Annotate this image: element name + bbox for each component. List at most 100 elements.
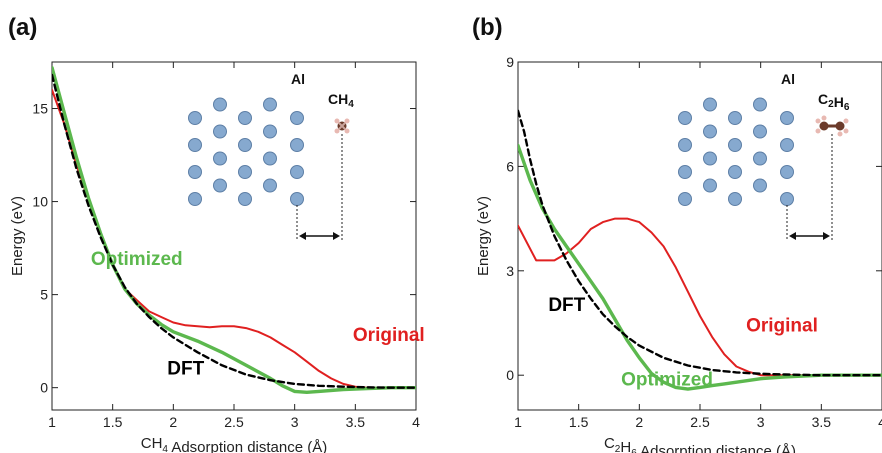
series-line-dft: [518, 109, 882, 377]
hydrogen-atom: [837, 131, 843, 137]
molecule-label: C2H6: [818, 91, 850, 113]
adsorption-inset: Al C2H6: [678, 71, 850, 240]
molecule-part: C: [818, 91, 828, 107]
al-atom: [188, 111, 202, 125]
series-line-dft: [52, 73, 416, 389]
al-atom: [703, 124, 717, 139]
y-axis-title: Energy (eV): [9, 196, 26, 276]
al-atom: [780, 111, 794, 125]
al-atom: [213, 124, 227, 139]
al-atom: [728, 192, 742, 206]
hydrogen-atom: [334, 118, 340, 124]
carbon-atom: [835, 121, 845, 131]
x-tick-label: 1.5: [103, 414, 123, 430]
x-tick-label: 2.5: [224, 414, 244, 430]
molecule-part: H: [834, 94, 844, 110]
hydrogen-atom: [815, 118, 821, 124]
al-atom: [780, 192, 794, 206]
y-tick-label: 15: [32, 101, 48, 117]
x-tick-label: 3: [291, 414, 299, 430]
x-axis-title-subscript: 6: [631, 448, 637, 453]
al-atom: [238, 111, 252, 125]
x-axis-title: C2H6 Adsorption distance (Å): [604, 435, 796, 453]
series-label-dft: DFT: [548, 295, 585, 316]
molecule-subscript: 2: [828, 99, 834, 110]
series-line-optimized: [518, 143, 882, 391]
series-label-original: Original: [746, 316, 818, 337]
hydrogen-atom: [815, 128, 821, 134]
x-axis-title-subscript: 2: [615, 444, 621, 453]
x-tick-label: 3: [757, 414, 765, 430]
series-label-original: Original: [353, 325, 425, 346]
al-atom: [263, 151, 277, 166]
al-atom: [188, 192, 202, 206]
series-line-optimized: [52, 65, 416, 394]
x-tick-label: 3.5: [346, 414, 366, 430]
al-atom: [753, 178, 767, 193]
al-atom: [678, 138, 692, 152]
series-label-dft: DFT: [167, 359, 204, 380]
x-tick-label: 1: [48, 414, 56, 430]
molecule-subscript: 4: [348, 99, 354, 110]
al-atom: [728, 111, 742, 125]
al-atom: [263, 97, 277, 112]
chart-panel-b: (b)11.522.533.540369C2H6 Adsorption dist…: [472, 14, 882, 453]
series-label-optimized: Optimized: [91, 249, 183, 270]
al-atom: [753, 151, 767, 166]
al-atom: [263, 124, 277, 139]
distance-arrowhead: [299, 232, 306, 240]
al-atom: [290, 165, 304, 179]
distance-arrowhead: [823, 232, 830, 240]
hydrogen-atom: [843, 128, 849, 134]
adsorption-inset: Al CH4: [188, 71, 354, 240]
al-atom: [290, 111, 304, 125]
hydrogen-atom: [821, 115, 827, 121]
x-axis-title-part: C: [604, 435, 615, 452]
al-atom: [188, 165, 202, 179]
metal-label: Al: [291, 71, 305, 87]
distance-arrowhead: [333, 232, 340, 240]
al-atom: [263, 178, 277, 193]
al-atom: [703, 97, 717, 112]
hydrogen-atom: [344, 128, 350, 134]
hydrogen-atom: [344, 118, 350, 124]
al-atom: [678, 192, 692, 206]
al-atom: [213, 151, 227, 166]
y-tick-label: 3: [506, 263, 514, 279]
al-atom: [678, 111, 692, 125]
al-atom: [290, 192, 304, 206]
x-tick-label: 2.5: [690, 414, 710, 430]
al-atom: [238, 138, 252, 152]
x-axis-title-subscript: 4: [162, 444, 168, 453]
x-axis-title-part: H: [620, 439, 631, 453]
al-atom: [213, 178, 227, 193]
y-axis-title: Energy (eV): [475, 196, 492, 276]
distance-arrowhead: [789, 232, 796, 240]
series-label-optimized: Optimized: [621, 370, 713, 391]
x-axis-title-part: Adsorption distance (Å): [168, 439, 327, 453]
al-atom: [780, 138, 794, 152]
hydrogen-atom: [334, 128, 340, 134]
y-tick-label: 10: [32, 194, 48, 210]
al-atom: [213, 97, 227, 112]
x-tick-label: 1.5: [569, 414, 589, 430]
y-tick-label: 5: [40, 287, 48, 303]
panel-label: (b): [472, 14, 503, 41]
y-tick-label: 0: [40, 380, 48, 396]
al-atom: [753, 124, 767, 139]
al-atom: [703, 151, 717, 166]
carbon-atom: [819, 121, 829, 131]
x-axis-title-part: Adsorption distance (Å): [637, 443, 796, 453]
series-group: [52, 65, 416, 394]
x-tick-label: 2: [635, 414, 643, 430]
x-tick-label: 4: [878, 414, 882, 430]
al-atom: [703, 178, 717, 193]
molecule-label: CH4: [328, 91, 354, 110]
al-atom: [678, 165, 692, 179]
al-atom: [290, 138, 304, 152]
x-axis-title-part: CH: [141, 435, 163, 452]
al-atom: [238, 165, 252, 179]
al-atom: [780, 165, 794, 179]
